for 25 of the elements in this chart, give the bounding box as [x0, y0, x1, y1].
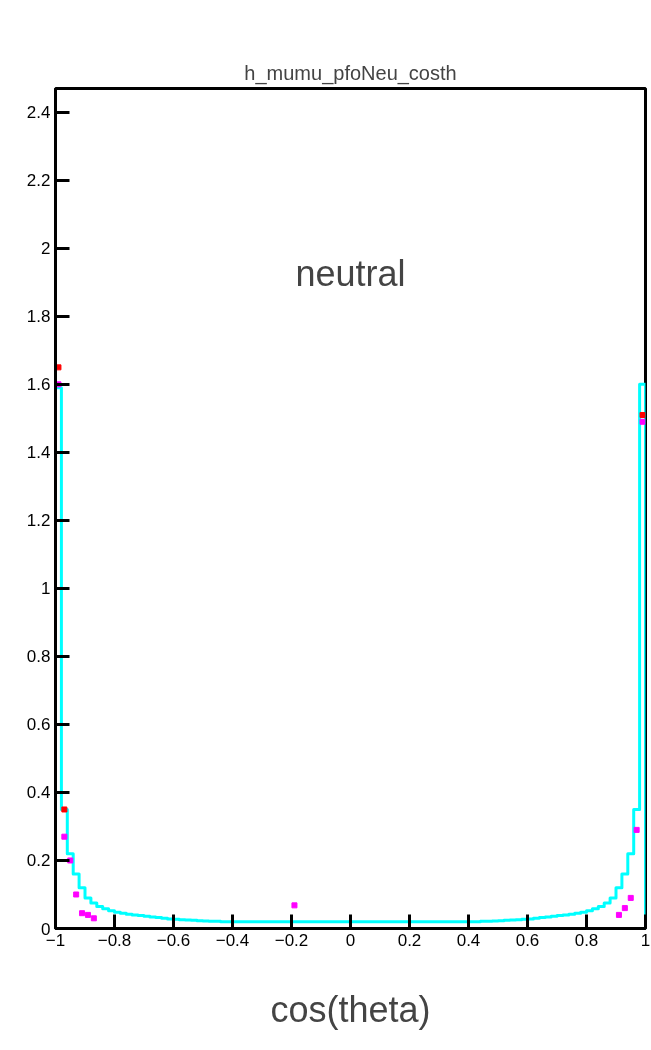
x-axis-title: cos(theta): [270, 988, 431, 1030]
y-tick-label: 1.2: [26, 511, 51, 531]
x-tick-label: 0.6: [515, 930, 540, 950]
x-tick-label: 0.2: [397, 930, 422, 950]
y-tick-label: 1.4: [26, 443, 51, 463]
x-tick-label: 0: [345, 930, 356, 950]
y-tick-label: 2.2: [26, 171, 51, 191]
x-tick-label: −0.6: [156, 930, 191, 950]
y-tick-label: 0.4: [26, 783, 51, 803]
y-tick-label: 1.8: [26, 307, 51, 327]
annotation: neutral: [295, 252, 406, 294]
y-tick-label: 0.6: [26, 715, 51, 735]
x-tick-label: −0.2: [274, 930, 309, 950]
x-tick-label: −0.4: [215, 930, 250, 950]
x-tick-label: 1: [640, 930, 651, 950]
chart-title: h_mumu_pfoNeu_costh: [244, 61, 457, 85]
x-tick-label: −0.8: [97, 930, 132, 950]
y-tick-label: 0.8: [26, 647, 51, 667]
y-tick-label: 2.4: [26, 103, 51, 123]
y-tick-label: 1: [41, 579, 51, 599]
x-tick-label: 0.8: [574, 930, 599, 950]
x-tick-label: 0.4: [456, 930, 481, 950]
y-tick-label: 0.2: [26, 851, 51, 871]
y-tick-label: 2: [41, 239, 51, 259]
y-tick-label: 1.6: [26, 375, 51, 395]
